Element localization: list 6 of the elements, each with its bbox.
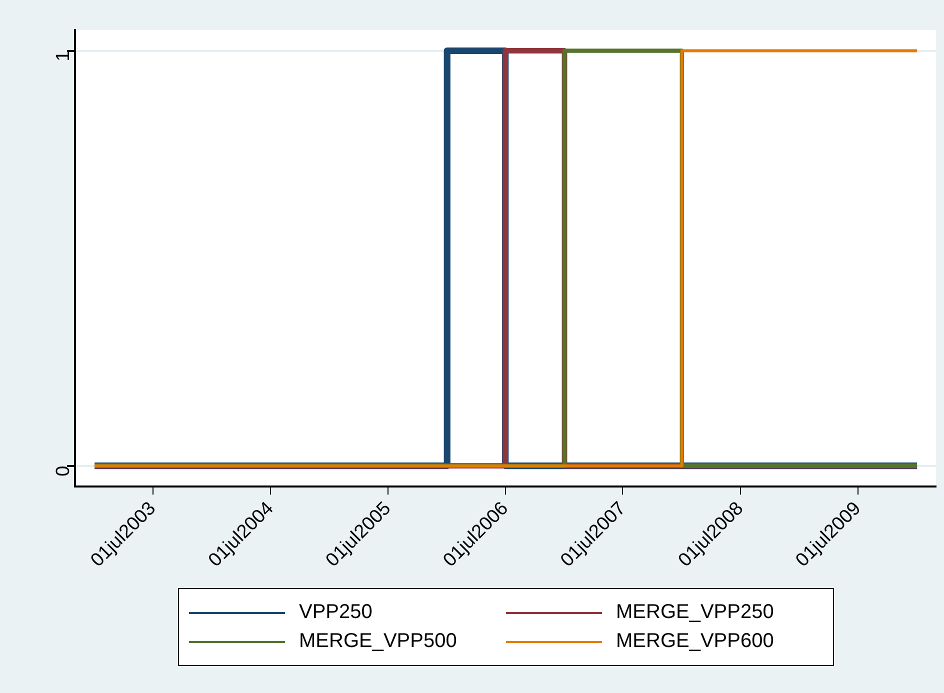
legend-label: MERGE_VPP250 bbox=[616, 601, 774, 624]
legend-label: MERGE_VPP600 bbox=[616, 630, 774, 653]
y-tick-label: 0 bbox=[53, 466, 74, 476]
y-tick-label: 1 bbox=[53, 50, 74, 62]
legend-label: MERGE_VPP500 bbox=[299, 630, 457, 653]
legend-label: VPP250 bbox=[299, 601, 372, 624]
